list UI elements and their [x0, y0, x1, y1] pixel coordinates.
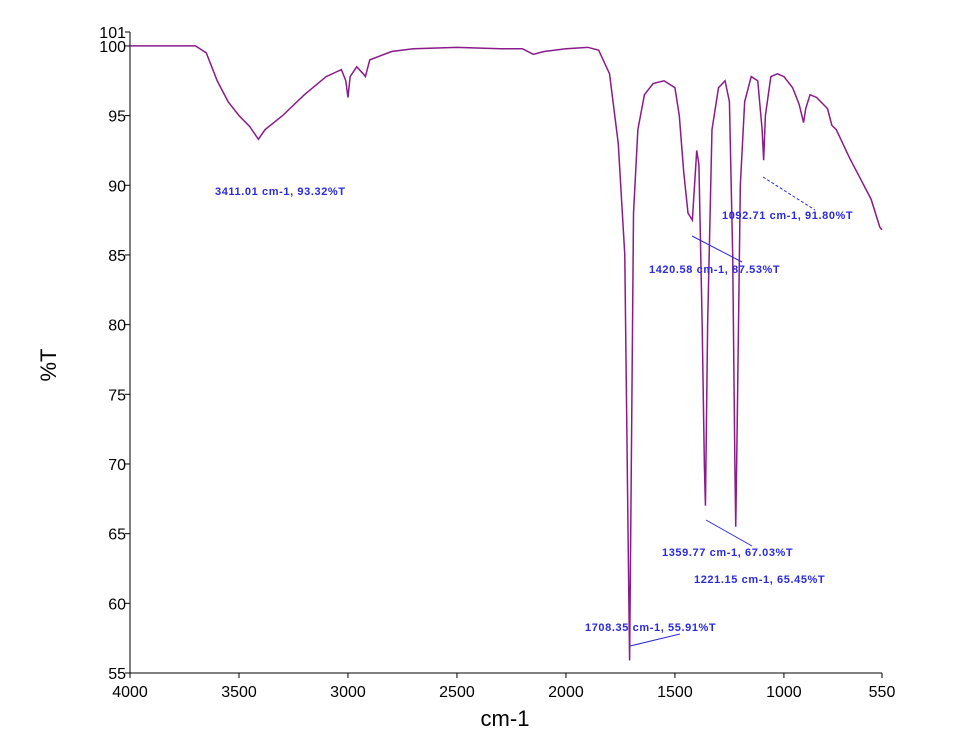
- annotation: 1359.77 cm-1, 67.03%T: [662, 547, 793, 559]
- x-tick-label: 1500: [657, 684, 693, 701]
- annotation-leader: [629, 633, 681, 647]
- x-tick-label: 4000: [112, 684, 148, 701]
- y-tick-label: 75: [108, 387, 126, 404]
- y-tick-label: 60: [108, 596, 126, 613]
- x-tick-label: 3500: [221, 684, 257, 701]
- x-tick-label: 1000: [766, 684, 802, 701]
- x-tick-label: 2500: [439, 684, 475, 701]
- y-tick-label: 65: [108, 527, 126, 544]
- x-tick-label: 3000: [330, 684, 366, 701]
- annotation-leader: [762, 176, 816, 211]
- y-tick-label: 100: [99, 39, 126, 56]
- annotation: 1420.58 cm-1, 87.53%T: [649, 264, 780, 276]
- x-tick-label: 2000: [548, 684, 584, 701]
- y-tick-label: 95: [108, 109, 126, 126]
- annotation: 1092.71 cm-1, 91.80%T: [722, 210, 853, 222]
- y-tick-label: 85: [108, 248, 126, 265]
- annotation: 3411.01 cm-1, 93.32%T: [215, 186, 346, 198]
- annotation: 1708.35 cm-1, 55.91%T: [585, 622, 716, 634]
- spectrum-line: [130, 45, 883, 661]
- y-axis-label: %T: [36, 349, 61, 382]
- y-tick-label: 90: [108, 178, 126, 195]
- x-axis-label: cm-1: [481, 706, 530, 731]
- y-tick-label: 101: [99, 25, 126, 42]
- y-tick-label: 70: [108, 457, 126, 474]
- x-tick-label: 550: [869, 684, 896, 701]
- annotation: 1221.15 cm-1, 65.45%T: [694, 574, 825, 586]
- annotation-leader: [705, 519, 753, 547]
- y-tick-label: 80: [108, 318, 126, 335]
- y-tick-label: 55: [108, 666, 126, 683]
- annotation-leader: [691, 235, 743, 263]
